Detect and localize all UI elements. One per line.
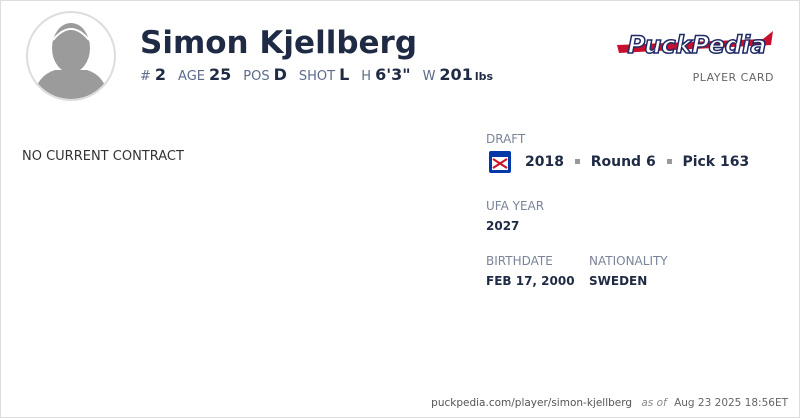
player-name: Simon Kjellberg bbox=[140, 25, 418, 61]
logo-text: PuckPedia bbox=[628, 31, 767, 59]
ufa-value: 2027 bbox=[486, 219, 520, 233]
as-of: as of bbox=[641, 397, 667, 409]
nationality-value: SWEDEN bbox=[589, 274, 648, 288]
stat-label: AGE bbox=[178, 69, 205, 84]
contract-status: NO CURRENT CONTRACT bbox=[22, 149, 184, 164]
stat-value: 6'3" bbox=[375, 65, 411, 84]
draft-pick: Pick 163 bbox=[682, 154, 750, 170]
stats-row: #2 AGE 25 POS D SHOT L H 6'3" W 201 lbs bbox=[140, 65, 493, 84]
stat-value: 2 bbox=[154, 65, 167, 84]
footer: puckpedia.com/player/simon-kjellberg as … bbox=[431, 397, 788, 409]
birth-label: BIRTHDATE bbox=[486, 254, 553, 268]
stat-label: SHOT bbox=[298, 69, 336, 84]
stat-value: 201 bbox=[439, 65, 473, 84]
stat-label: # bbox=[140, 69, 151, 84]
birth-value: FEB 17, 2000 bbox=[486, 274, 575, 288]
stat-label: POS bbox=[243, 69, 270, 84]
logo: PuckPedia bbox=[617, 30, 773, 60]
avatar bbox=[26, 11, 116, 101]
stat-label: H bbox=[361, 69, 372, 84]
draft-info: 2018 Round 6 Pick 163 bbox=[525, 154, 749, 170]
stat-unit: lbs bbox=[474, 70, 494, 83]
stat-label: W bbox=[422, 69, 436, 84]
footer-url[interactable]: puckpedia.com/player/simon-kjellberg bbox=[431, 397, 633, 409]
stat-value: L bbox=[339, 65, 350, 84]
stat-value: 25 bbox=[209, 65, 232, 84]
nationality-label: NATIONALITY bbox=[589, 254, 668, 268]
stat-value: D bbox=[273, 65, 287, 84]
footer-date: Aug 23 2025 18:56ET bbox=[674, 397, 788, 409]
separator bbox=[666, 159, 672, 164]
card-label: PLAYER CARD bbox=[692, 71, 774, 84]
draft-label: DRAFT bbox=[486, 132, 526, 146]
team-logo bbox=[489, 151, 511, 173]
separator bbox=[574, 159, 580, 164]
draft-year: 2018 bbox=[525, 154, 564, 170]
draft-round: Round 6 bbox=[590, 154, 656, 170]
ufa-label: UFA YEAR bbox=[486, 199, 545, 213]
